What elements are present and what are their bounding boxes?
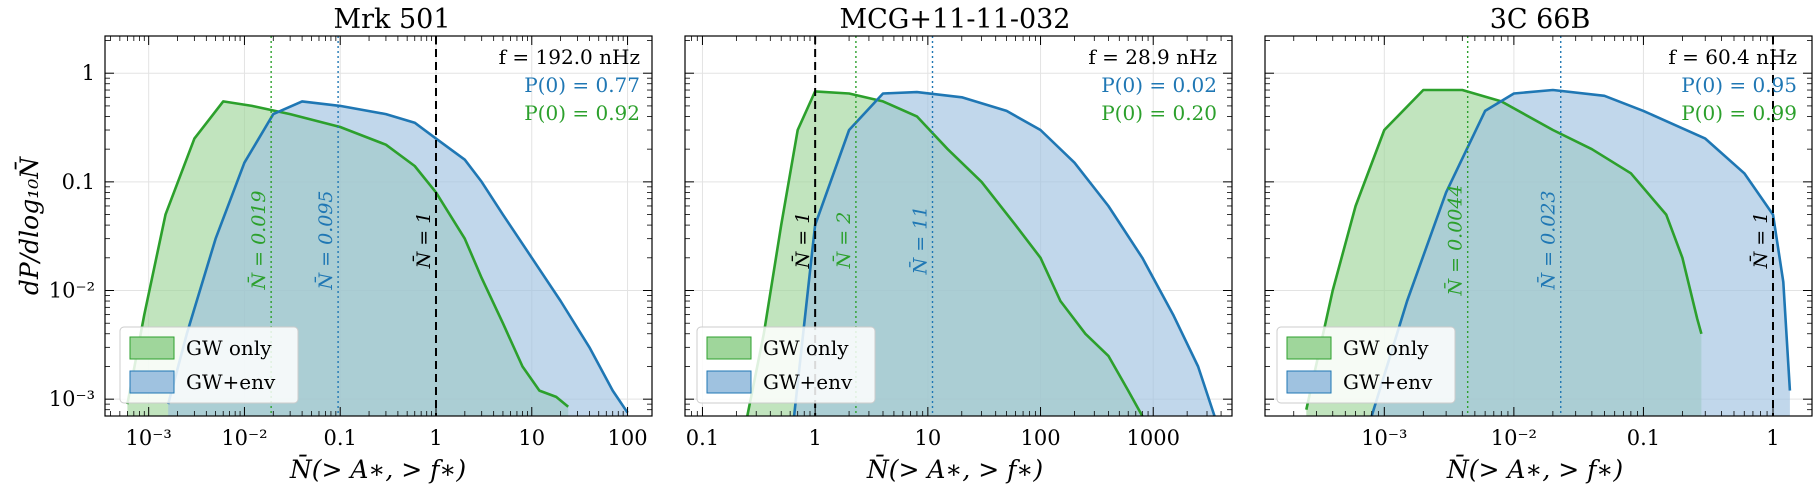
line-gw-only: [1305, 88, 1703, 410]
legend-swatch-gw-env: [706, 370, 752, 394]
plot-frame: [104, 35, 653, 417]
x-tick-label: 10⁻³: [1361, 426, 1407, 450]
y-tick-label: 10⁻²: [49, 279, 95, 303]
legend-label-gw-only: GW only: [1343, 336, 1429, 360]
line-gw-env: [1370, 88, 1792, 417]
x-tick-label: 100: [1020, 426, 1060, 450]
p0-gw-env-annotation: P(0) = 0.95: [1681, 73, 1797, 97]
panel-mcg: MCG+11-11-032 N̄ = 1 N̄ = 2 N̄ = 11 0.1 1 10…: [684, 4, 1233, 484]
plot-frame: [684, 35, 1233, 417]
frequency-annotation: f = 192.0 nHz: [499, 45, 640, 69]
p0-gw-only-annotation: P(0) = 0.99: [1681, 101, 1797, 125]
plot-frame: [1264, 35, 1813, 417]
frequency-annotation: f = 60.4 nHz: [1668, 45, 1797, 69]
line-gw-env: [166, 100, 629, 414]
legend-swatch-gw-only: [706, 336, 752, 360]
x-tick-label: 10⁻³: [126, 426, 172, 450]
x-axis-label: N̄(> A∗, > f∗): [1446, 455, 1623, 484]
line-gw-env: [792, 90, 1216, 417]
y-tick-label: 0.1: [62, 170, 95, 194]
line-gw-only: [126, 100, 570, 408]
vline-label: N̄ = 1: [791, 212, 814, 270]
panel-3c66b: 3C 66B N̄ = 0.0044 N̄ = 0.023 N̄ = 1 10⁻³ 1…: [1264, 4, 1813, 484]
y-tick-label: 1: [82, 61, 95, 85]
vline-label: N̄ = 0.019: [247, 190, 270, 290]
x-tick-label: 1: [808, 426, 821, 450]
x-tick-label: 0.1: [686, 426, 719, 450]
p0-gw-env-annotation: P(0) = 0.77: [524, 73, 640, 97]
legend-label-gw-only: GW only: [186, 336, 272, 360]
legend-swatch-gw-only: [1286, 336, 1332, 360]
panel-title: 3C 66B: [1490, 4, 1591, 35]
x-tick-label: 10⁻²: [221, 426, 267, 450]
panel-mrk501: Mrk 501 N̄ = 0.019 N̄ = 0.095 N̄ = 1 10⁻³ 1…: [49, 4, 653, 484]
x-tick-label: 10: [518, 426, 545, 450]
x-axis-label: N̄(> A∗, > f∗): [289, 455, 466, 484]
p0-gw-only-annotation: P(0) = 0.92: [524, 101, 640, 125]
x-tick-label: 10: [914, 426, 941, 450]
y-axis-label: dP/dlog₁₀N̄: [15, 156, 44, 295]
x-tick-label: 10⁻²: [1491, 426, 1537, 450]
legend: GW only GW+env: [696, 326, 876, 404]
x-axis-label: N̄(> A∗, > f∗): [866, 455, 1043, 484]
x-tick-label: 100: [608, 426, 648, 450]
legend-swatch-gw-env: [129, 370, 175, 394]
vline-label: N̄ = 0.0044: [1443, 184, 1466, 296]
p0-gw-only-annotation: P(0) = 0.20: [1101, 101, 1217, 125]
legend-swatch-gw-only: [129, 336, 175, 360]
vline-label: N̄ = 11: [908, 206, 931, 276]
legend-label-gw-only: GW only: [763, 336, 849, 360]
x-tick-label: 0.1: [1627, 426, 1660, 450]
vline-label: N̄ = 2: [831, 212, 854, 270]
panel-title: MCG+11-11-032: [840, 4, 1071, 35]
x-tick-label: 1000: [1127, 426, 1180, 450]
x-tick-label: 1: [1766, 426, 1779, 450]
legend-label-gw-env: GW+env: [763, 370, 853, 394]
legend: GW only GW+env: [119, 326, 299, 404]
legend-swatch-gw-env: [1286, 370, 1332, 394]
area-gw-env: [794, 92, 1215, 416]
vline-label: N̄ = 0.023: [1536, 190, 1559, 290]
legend: GW only GW+env: [1276, 326, 1456, 404]
legend-label-gw-env: GW+env: [1343, 370, 1433, 394]
line-gw-only: [746, 90, 1144, 417]
legend-label-gw-env: GW+env: [186, 370, 276, 394]
area-gw-env: [1371, 90, 1790, 416]
vline-label: N̄ = 1: [412, 212, 435, 270]
x-tick-label: 0.1: [324, 426, 357, 450]
frequency-annotation: f = 28.9 nHz: [1088, 45, 1217, 69]
vline-label: N̄ = 0.095: [314, 190, 337, 290]
y-tick-label: 10⁻³: [49, 387, 95, 411]
p0-gw-env-annotation: P(0) = 0.02: [1101, 73, 1217, 97]
x-tick-label: 1: [429, 426, 442, 450]
vline-label: N̄ = 1: [1749, 212, 1772, 270]
panel-title: Mrk 501: [333, 4, 450, 35]
